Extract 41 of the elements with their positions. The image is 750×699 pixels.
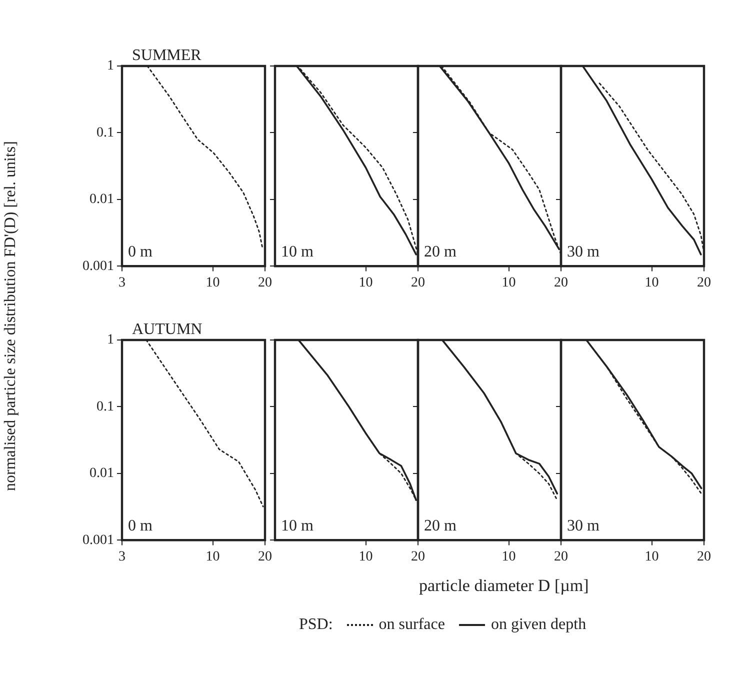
x-tick-label: 20 [411,549,425,564]
legend-label: on surface [378,616,445,634]
annotation: 30 m [567,243,600,260]
y-tick-label: 0.001 [82,532,114,548]
annotation: 0 m [128,517,153,534]
legend-title: PSD: [299,616,333,634]
x-tick-label: 20 [411,275,425,290]
x-tick-label: 10 [206,275,220,290]
x-tick-label: 10 [644,549,659,564]
x-tick-label: 10 [644,275,659,290]
x-tick-label: 10 [502,549,516,564]
annotation: 0 m [128,243,153,260]
y-tick-label: 0.1 [96,125,114,140]
annotation: 10 m [281,517,314,534]
x-tick-label: 10 [358,275,373,290]
y-tick-label: 0.001 [82,258,114,274]
y-tick-label: 1 [107,332,114,348]
y-tick-label: 0.1 [96,399,114,414]
annotation: 20 m [424,243,457,260]
chart-title: AUTUMN [132,321,203,338]
x-tick-label: 20 [697,549,711,564]
x-tick-label: 20 [258,549,272,564]
annotation: 10 m [281,243,314,260]
x-tick-label: 10 [502,275,516,290]
annotation: 30 m [567,517,600,534]
chart-title: SUMMER [132,47,202,64]
x-tick-label: 20 [554,549,568,564]
x-tick-label: 10 [358,549,373,564]
x-tick-label: 20 [258,275,272,290]
x-tick-label: 10 [206,549,220,564]
y-tick-label: 0.01 [90,466,114,482]
x-tick-label: 3 [118,275,126,290]
x-tick-label: 20 [554,275,568,290]
y-tick-label: 1 [107,58,114,74]
y-tick-label: 0.01 [90,192,114,208]
x-tick-label: 20 [697,275,711,290]
y-axis-title: normalised particle size distribution FD'(D) [rel. units] [2,140,20,493]
x-axis-title: particle diameter D [µm] [419,576,589,596]
legend-label: on given depth [490,616,586,634]
annotation: 20 m [424,517,457,534]
x-tick-label: 3 [118,549,126,564]
